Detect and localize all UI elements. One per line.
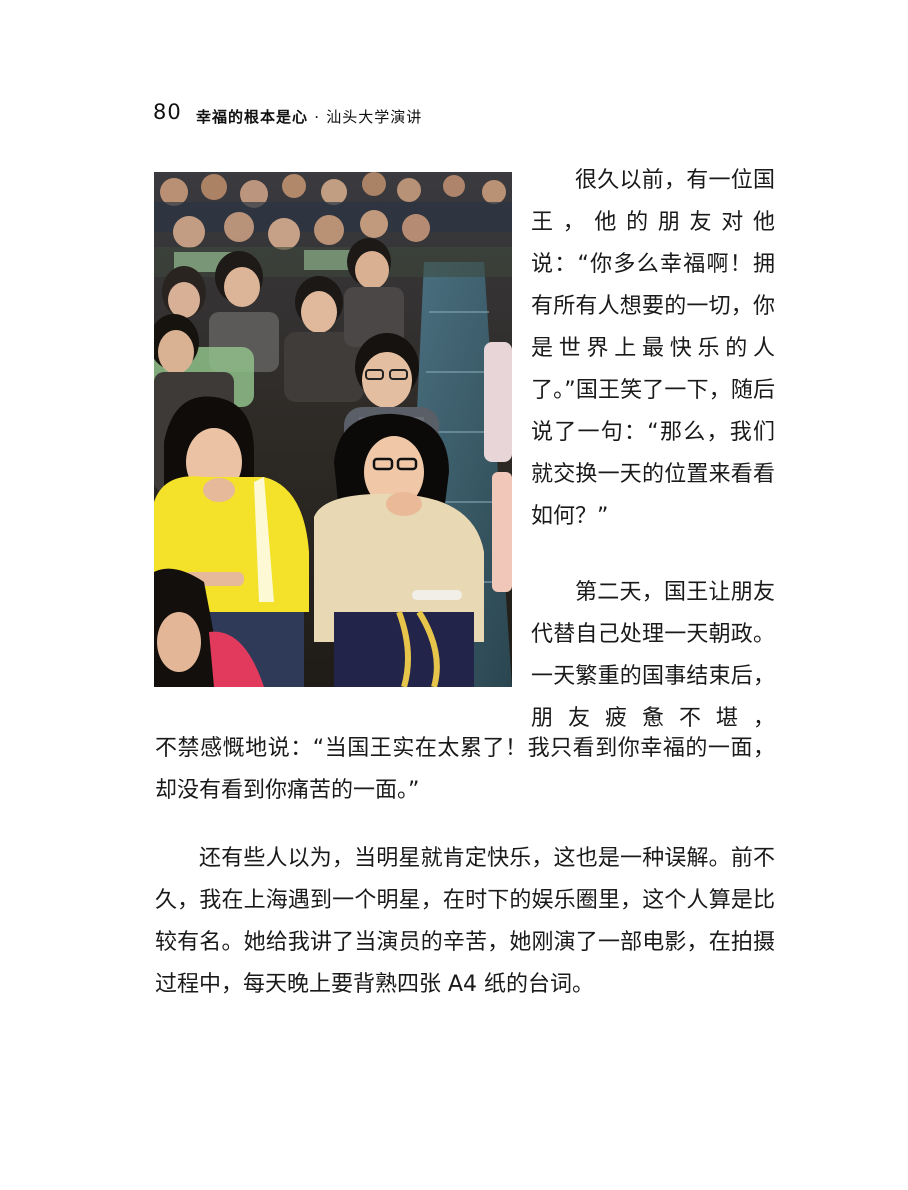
page-number: 80 — [153, 100, 182, 124]
book-title: 幸福的根本是心 — [196, 108, 309, 126]
full-text-block-2: 还有些人以为，当明星就肯定快乐，这也是一种误解。前不久，我在上海遇到一个明星，在… — [155, 838, 775, 1006]
paragraph-king-story: 很久以前，有一位国王，他的朋友对他说：“你多么幸福啊！拥有所有人想要的一切，你是… — [531, 168, 775, 529]
chapter-title: 汕头大学演讲 — [326, 108, 423, 126]
students-lecture-photo — [154, 172, 512, 687]
header-separator: · — [314, 108, 321, 126]
paragraph-next-day-part2: 不禁感慨地说：“当国王实在太累了！我只看到你幸福的一面，却没有看到你痛苦的一面。… — [155, 736, 775, 803]
paragraph-celebrity: 还有些人以为，当明星就肯定快乐，这也是一种误解。前不久，我在上海遇到一个明星，在… — [155, 846, 775, 997]
full-text-block-1: 不禁感慨地说：“当国王实在太累了！我只看到你幸福的一面，却没有看到你痛苦的一面。… — [155, 728, 775, 812]
paragraph-next-day-part1: 第二天，国王让朋友代替自己处理一天朝政。一天繁重的国事结束后，朋友疲惫不堪， — [531, 580, 775, 731]
side-text-column: 很久以前，有一位国王，他的朋友对他说：“你多么幸福啊！拥有所有人想要的一切，你是… — [531, 160, 775, 740]
running-header: 幸福的根本是心 · 汕头大学演讲 — [196, 106, 422, 127]
